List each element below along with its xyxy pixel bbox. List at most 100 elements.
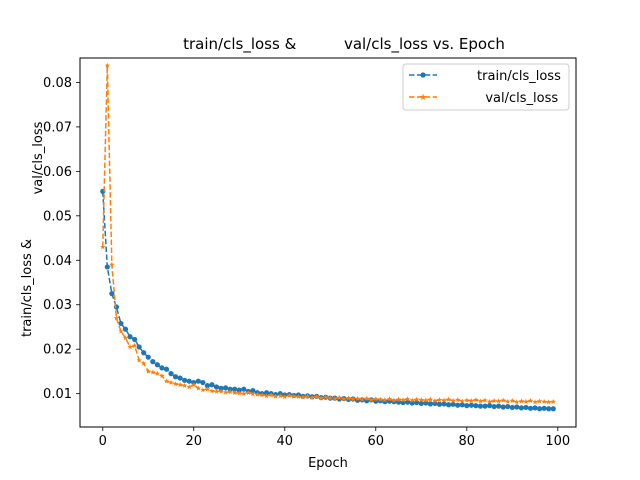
data-point-val <box>273 393 279 399</box>
data-point-train <box>464 403 470 409</box>
data-point-val <box>477 398 484 404</box>
data-point-val <box>450 397 456 404</box>
data-point-val <box>550 398 556 404</box>
data-point-val <box>473 397 479 403</box>
data-point-val <box>268 392 274 398</box>
data-point-val <box>109 261 115 267</box>
data-point-val <box>350 396 356 402</box>
data-point-train <box>163 366 170 372</box>
data-point-train <box>509 404 515 411</box>
data-point-val <box>409 397 415 403</box>
x-tick-label: 0 <box>99 434 107 449</box>
series-val <box>100 62 556 405</box>
data-point-val <box>546 399 552 405</box>
data-point-val <box>282 393 288 400</box>
data-point-train <box>500 404 506 410</box>
data-point-train <box>496 403 502 409</box>
legend-label-train: train/cls_loss <box>444 69 561 84</box>
data-point-train <box>127 334 133 340</box>
data-point-train <box>159 365 165 371</box>
data-point-val <box>455 397 461 403</box>
data-point-train <box>455 402 461 408</box>
data-point-val <box>514 399 520 405</box>
y-axis-label-line-1: val/cls_loss <box>31 121 46 194</box>
data-point-train <box>141 350 147 356</box>
data-point-train <box>204 383 211 389</box>
data-point-val <box>186 384 192 390</box>
data-point-val <box>345 395 352 401</box>
data-point-val <box>241 390 247 396</box>
data-point-val <box>291 393 297 399</box>
data-point-val <box>259 392 265 398</box>
data-point-val <box>222 389 229 395</box>
data-point-val <box>382 397 388 403</box>
data-point-val <box>218 388 224 394</box>
legend-entry-val: ★ val/cls_loss <box>409 91 558 106</box>
legend-box <box>402 63 570 111</box>
data-point-train <box>104 264 110 270</box>
data-point-val <box>536 398 543 404</box>
y-tick-label: 0.08 <box>43 76 72 91</box>
y-tick-label: 0.04 <box>43 254 72 269</box>
data-point-val <box>182 382 188 388</box>
data-point-train <box>172 374 179 380</box>
data-point-val <box>459 398 465 404</box>
data-point-train <box>209 382 215 388</box>
data-point-val <box>423 397 429 403</box>
data-point-val <box>100 244 106 250</box>
data-point-val <box>254 391 261 397</box>
data-point-train <box>477 403 484 409</box>
data-point-train <box>132 336 138 343</box>
data-point-val <box>245 389 252 396</box>
legend-entry-train: train/cls_loss <box>409 69 561 84</box>
data-point-train <box>536 406 543 412</box>
data-point-train <box>150 359 156 365</box>
data-point-train <box>450 401 456 407</box>
data-point-train <box>241 386 247 392</box>
data-point-train <box>441 401 447 407</box>
x-tick-label: 80 <box>459 434 476 449</box>
data-point-val <box>482 397 488 403</box>
data-point-train <box>213 384 220 390</box>
data-point-train <box>122 326 129 332</box>
data-point-val <box>304 393 311 399</box>
data-point-train <box>186 378 192 384</box>
data-point-val <box>200 387 206 393</box>
data-point-val <box>414 396 420 402</box>
data-point-val <box>300 394 306 400</box>
data-point-val <box>509 397 515 404</box>
data-point-val <box>518 398 525 404</box>
data-point-train <box>236 387 242 393</box>
data-point-val <box>395 396 402 402</box>
data-point-val <box>318 395 324 401</box>
x-tick-label: 40 <box>276 434 293 449</box>
data-point-val <box>177 381 183 388</box>
plot-area <box>100 62 556 412</box>
data-point-train <box>486 403 493 409</box>
data-point-train <box>445 402 452 408</box>
data-point-train <box>414 399 420 406</box>
data-point-train <box>218 385 224 391</box>
data-point-train <box>491 403 497 410</box>
y-tick-label: 0.07 <box>43 120 72 135</box>
data-point-train <box>468 402 474 408</box>
data-point-val <box>295 393 302 400</box>
axes-frame <box>79 57 577 428</box>
data-point-train <box>109 291 115 297</box>
data-point-val <box>213 388 220 394</box>
data-point-train <box>459 402 465 408</box>
data-point-train <box>250 387 256 394</box>
data-point-val <box>541 398 547 404</box>
data-point-val <box>491 397 497 404</box>
y-tick-label: 0.03 <box>43 298 72 313</box>
data-point-val <box>113 315 120 321</box>
data-point-train <box>168 371 174 377</box>
data-point-val <box>377 396 383 402</box>
x-tick-label: 20 <box>185 434 202 449</box>
data-point-val <box>418 397 424 403</box>
data-point-val <box>136 357 142 363</box>
data-point-val <box>327 395 333 401</box>
data-point-val <box>432 397 438 404</box>
data-point-train <box>527 405 534 411</box>
data-point-val <box>309 394 315 400</box>
